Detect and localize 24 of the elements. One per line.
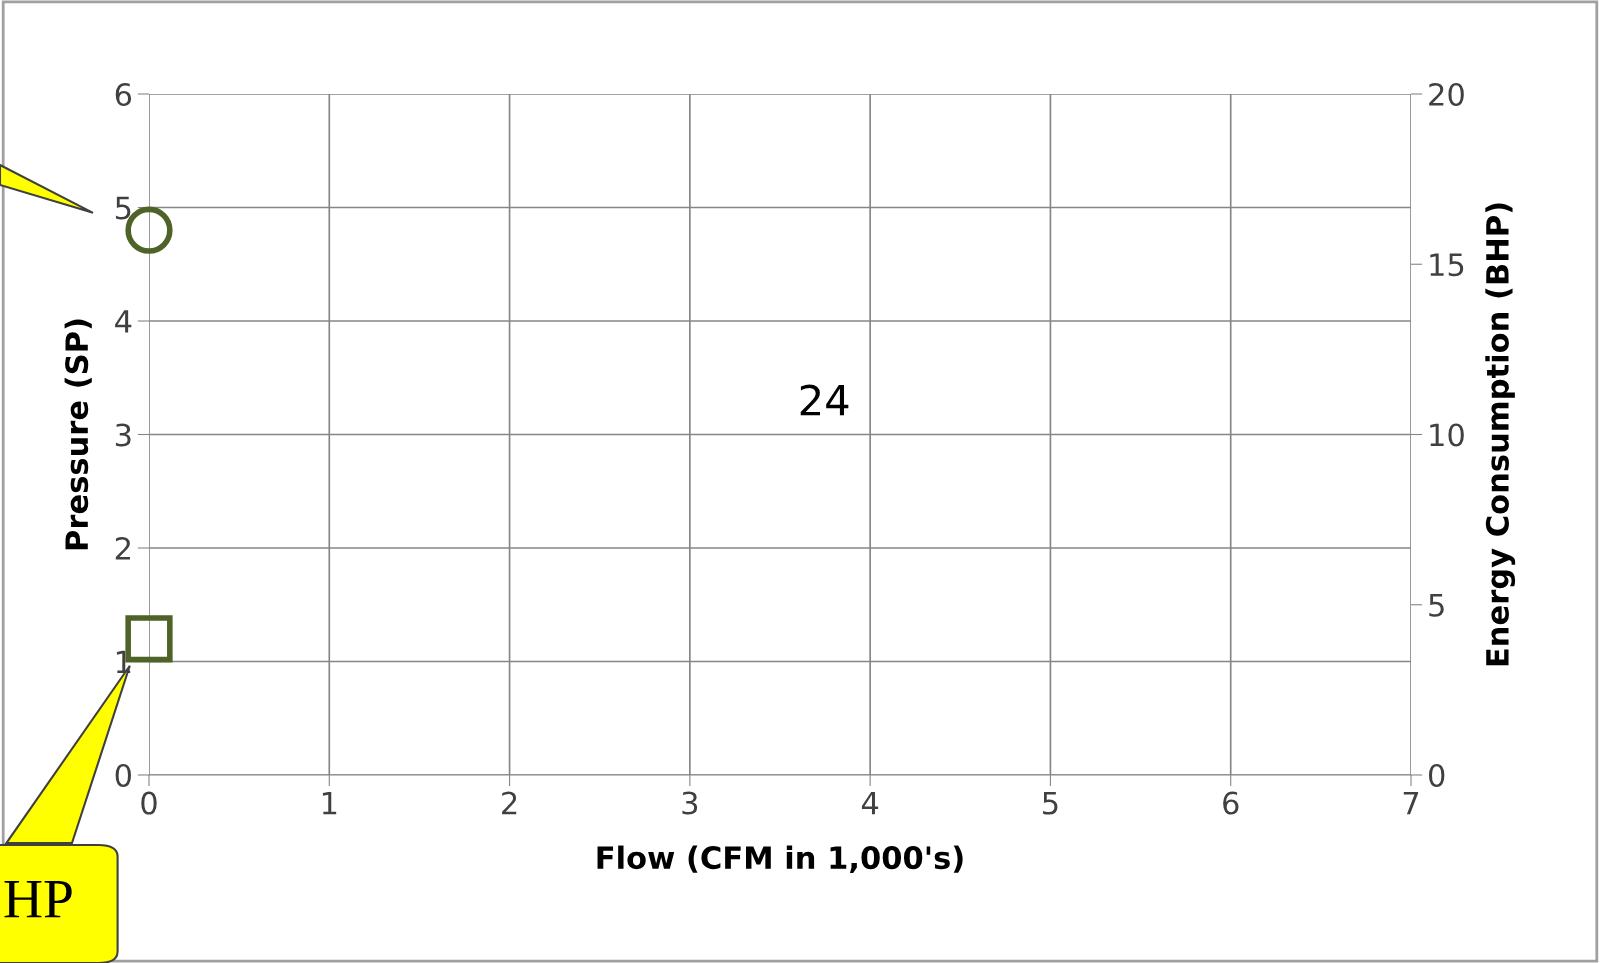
y2-tick-label: 10 [1430,423,1464,447]
y2-tick-label: 20 [1429,82,1464,107]
x-tick-label: 5 [1043,791,1058,815]
y-axis-title: Pressure (SP) [64,319,92,550]
y-tick-label: 0 [115,763,131,788]
x-tick-label: 4 [861,791,879,815]
x-axis-title: Flow (CFM in 1,000's) [597,845,963,874]
y-tick-label: 5 [115,196,131,220]
y2-axis-title: Energy Consumption (BHP) [1485,203,1516,666]
x-tick-label: 2 [502,791,517,815]
x-tick-label: 1 [322,791,337,815]
annotation: 24 [800,384,849,416]
y-tick-label: 2 [115,536,130,560]
y-tick-label: 4 [115,310,132,333]
x-tick-label: 3 [682,791,698,815]
x-tick-label: 6 [1223,791,1239,815]
y-tick-label: 3 [115,423,131,447]
text: HP [4,880,72,918]
x-tick-label: 7 [1403,791,1419,815]
y2-tick-label: 5 [1429,594,1444,617]
y2-tick-label: 15 [1430,253,1464,277]
y2-tick-label: 0 [1428,763,1445,788]
y-tick-label: 6 [115,82,132,107]
x-tick-label: 0 [141,791,157,815]
